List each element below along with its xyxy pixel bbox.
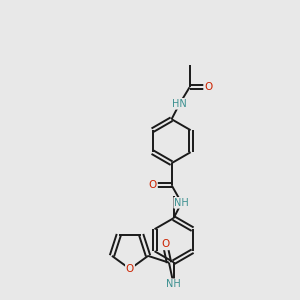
Text: O: O	[204, 82, 212, 92]
Text: HN: HN	[172, 99, 187, 109]
Text: NH: NH	[174, 198, 189, 208]
Text: O: O	[149, 180, 157, 190]
Text: O: O	[126, 264, 134, 274]
Text: O: O	[161, 239, 169, 249]
Text: NH: NH	[166, 279, 181, 289]
